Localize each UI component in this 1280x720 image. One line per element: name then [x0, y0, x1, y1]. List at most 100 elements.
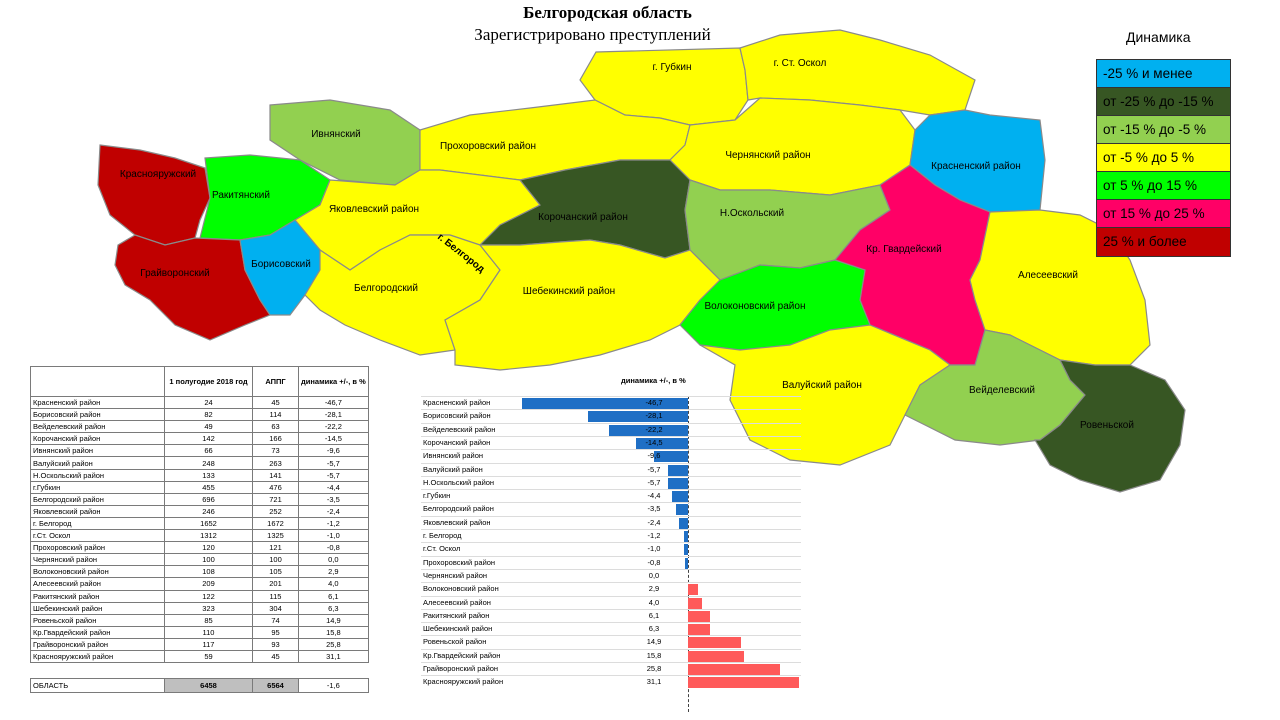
value-cell: 6,3 [298, 601, 369, 615]
district-name-cell: Ровеньской район [30, 613, 165, 627]
value-cell: 73 [252, 444, 299, 458]
table-row: Н.Оскольский район 133 141 -5,7 [30, 468, 369, 482]
region-label: Яковлевский район [329, 204, 419, 215]
value-cell: 2,9 [298, 565, 369, 579]
chart-row: Вейделевский район -22,2 [421, 422, 801, 436]
table-row: г.Губкин 455 476 -4,4 [30, 480, 369, 494]
chart-value-label: -1,2 [647, 531, 661, 540]
table-row: Краснояружский район 59 45 31,1 [30, 649, 369, 664]
value-cell: 105 [252, 565, 299, 579]
legend-item: от -25 % до -15 % [1097, 88, 1230, 116]
chart-category-label: Валуйский район [423, 464, 483, 474]
value-cell: -22,2 [298, 420, 369, 434]
chart-row: Прохоровский район -0,8 [421, 555, 801, 569]
chart-row: Валуйский район -5,7 [421, 462, 801, 476]
chart-bar [672, 491, 688, 503]
chart-bar [688, 677, 799, 689]
region-label: Алесеевский [1018, 270, 1078, 281]
table-row: Валуйский район 248 263 -5,7 [30, 456, 369, 470]
chart-zero-axis [688, 396, 689, 712]
statistics-table: 1 полугодие 2018 год АППГ динамика +/-, … [30, 366, 369, 694]
table-row: Шебекинский район 323 304 6,3 [30, 601, 369, 615]
chart-category-label: Грайворонский район [423, 664, 499, 673]
table-row: Белгородский район 696 721 -3,5 [30, 492, 369, 506]
chart-value-label: -5,7 [647, 464, 661, 474]
chart-category-label: Прохоровский район [423, 557, 496, 567]
value-cell: 15,8 [298, 625, 369, 639]
chart-category-label: Белгородский район [423, 504, 494, 514]
chart-category-label: Ровеньской район [423, 637, 487, 647]
region-label: г. Губкин [652, 61, 691, 73]
header-current-year: 1 полугодие 2018 год [164, 366, 253, 397]
district-name-cell: г.Ст. Оскол [30, 529, 165, 543]
table-row: Волоконовский район 108 105 2,9 [30, 565, 369, 579]
header-name-cell [30, 366, 165, 397]
region-label: Белгородский [354, 283, 418, 294]
chart-value-label: -5,7 [647, 477, 661, 487]
value-cell: 45 [252, 395, 299, 410]
value-cell: -5,7 [298, 468, 369, 482]
chart-bar [683, 531, 688, 542]
region-shebekino[interactable] [444, 239, 721, 371]
chart-value-label: 2,9 [648, 584, 660, 594]
value-cell: -3,5 [298, 492, 369, 506]
district-name-cell: Красненский район [30, 395, 165, 410]
chart-row: Волоконовский район 2,9 [421, 582, 801, 596]
chart-bar [688, 664, 780, 675]
table-row: Корочанский район 142 166 -14,5 [30, 432, 369, 446]
value-cell: 209 [164, 577, 253, 591]
region-krasnaya-yaruga[interactable] [97, 144, 211, 246]
value-cell: 121 [252, 541, 299, 555]
table-row: Красненский район 24 45 -46,7 [30, 395, 369, 410]
value-cell: 201 [252, 577, 299, 591]
chart-value-label: -22,2 [645, 424, 663, 434]
value-cell: 142 [164, 432, 253, 446]
chart-value-label: -3,5 [647, 504, 661, 514]
region-label: Ровеньской [1080, 420, 1134, 431]
chart-bar [521, 398, 688, 409]
chart-value-label: 0,0 [648, 570, 660, 580]
chart-value-label: -4,4 [647, 491, 661, 501]
chart-bar [688, 584, 699, 596]
chart-value-label: 25,8 [646, 664, 662, 673]
chart-value-label: -1,0 [647, 544, 661, 554]
chart-value-label: -14,5 [645, 437, 663, 447]
value-cell: -28,1 [298, 408, 369, 422]
region-rovenki[interactable] [1033, 359, 1186, 493]
district-name-cell: Н.Оскольский район [30, 468, 165, 482]
chart-category-label: Шебекинский район [423, 624, 493, 634]
chart-bar [688, 650, 745, 662]
region-label: Шебекинский район [523, 285, 615, 297]
region-label: Волоконовский район [705, 301, 806, 312]
value-cell: 4,0 [298, 577, 369, 591]
table-row: Ракитянский район 122 115 6,1 [30, 589, 369, 603]
chart-category-label: Борисовский район [423, 411, 491, 421]
total-value-cell: -1,6 [298, 678, 369, 694]
chart-row: Чернянский район 0,0 [421, 568, 801, 582]
value-cell: 248 [164, 456, 253, 470]
chart-value-label: -2,4 [647, 517, 661, 527]
district-name-cell: Ивнянский район [30, 444, 165, 458]
value-cell: 1312 [164, 529, 253, 543]
chart-category-label: Корочанский район [423, 437, 491, 447]
table-total-row: ОБЛАСТЬ 6458 6564 -1,6 [30, 678, 369, 694]
value-cell: -4,4 [298, 480, 369, 494]
value-cell: 49 [164, 420, 253, 434]
chart-bar [688, 637, 742, 649]
chart-bar [679, 517, 688, 529]
value-cell: 246 [164, 504, 253, 518]
value-cell: -2,4 [298, 504, 369, 518]
chart-row: Н.Оскольский район -5,7 [421, 475, 801, 489]
chart-category-label: Волоконовский район [423, 584, 499, 594]
chart-value-label: 6,1 [648, 610, 660, 620]
chart-category-label: Краснояружский район [423, 677, 504, 687]
chart-value-label: 15,8 [646, 650, 662, 660]
region-label: Н.Оскольский [720, 208, 784, 219]
value-cell: 74 [252, 613, 299, 627]
chart-row: г.Ст. Оскол -1,0 [421, 542, 801, 556]
chart-row: Краснояружский район 31,1 [421, 675, 801, 689]
chart-bar [688, 610, 710, 622]
value-cell: -9,6 [298, 444, 369, 458]
district-name-cell: Краснояружский район [30, 649, 165, 664]
legend-item: 25 % и более [1097, 228, 1230, 256]
